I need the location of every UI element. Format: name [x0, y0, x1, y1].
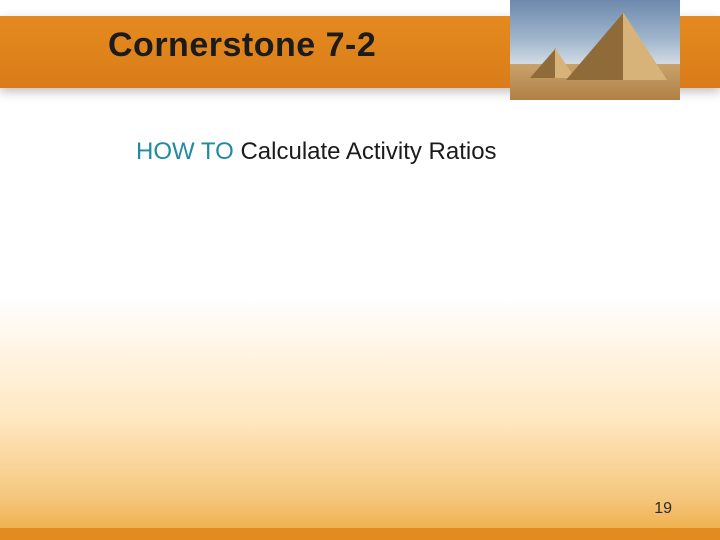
pyramid-big-shade	[566, 12, 624, 80]
slide-subtitle: HOW TO Calculate Activity Ratios	[136, 138, 497, 166]
slide-title: Cornerstone 7-2	[108, 26, 376, 65]
pyramid-small-shade	[530, 48, 556, 78]
subtitle-rest: Calculate Activity Ratios	[240, 138, 496, 165]
bottom-bar	[0, 528, 720, 540]
slide: Cornerstone 7-2 HOW TO Calculate Activit…	[0, 0, 720, 540]
pyramid-image	[510, 0, 680, 100]
pyramid-big-light	[623, 12, 667, 80]
subtitle-prefix: HOW TO	[136, 138, 240, 165]
page-number: 19	[654, 500, 672, 518]
